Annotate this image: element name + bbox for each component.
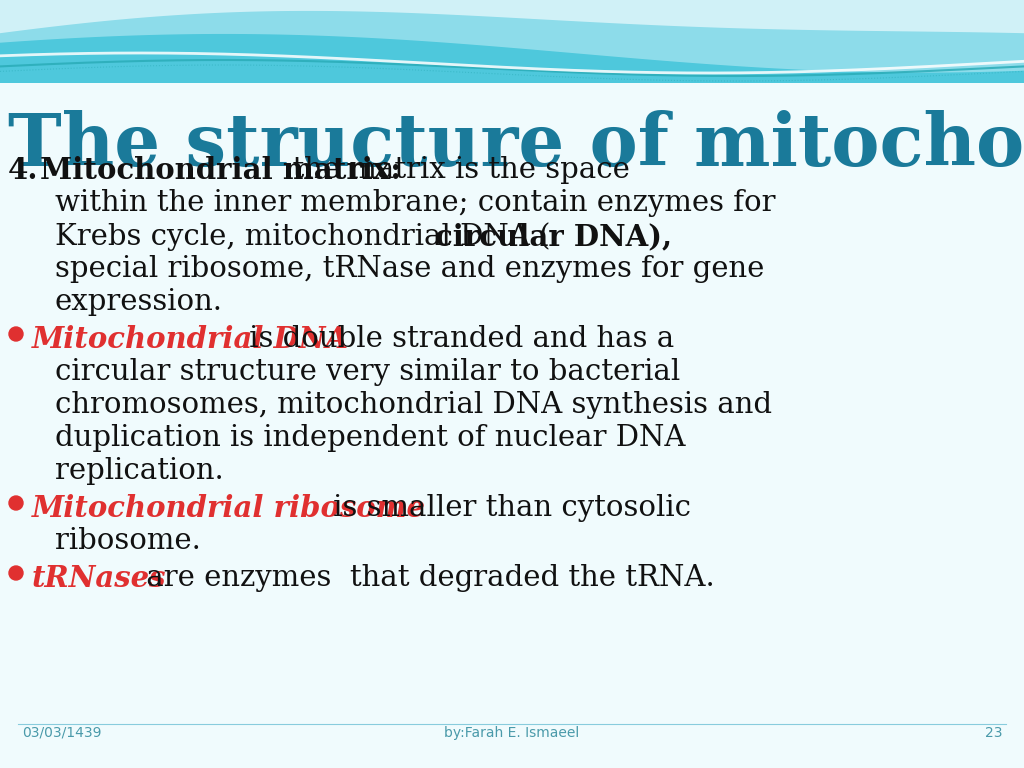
Text: Mitochondrial matrix:: Mitochondrial matrix:	[40, 156, 401, 185]
Text: is double stranded and has a: is double stranded and has a	[240, 325, 674, 353]
Text: ribosome.: ribosome.	[55, 527, 201, 555]
Text: duplication is independent of nuclear DNA: duplication is independent of nuclear DN…	[55, 424, 685, 452]
Circle shape	[9, 496, 23, 510]
Text: 23: 23	[984, 726, 1002, 740]
Text: 03/03/1439: 03/03/1439	[22, 726, 101, 740]
Text: expression.: expression.	[55, 288, 223, 316]
Polygon shape	[0, 0, 1024, 33]
Text: are enzymes  that degraded the tRNA.: are enzymes that degraded the tRNA.	[137, 564, 715, 592]
Text: is smaller than cytosolic: is smaller than cytosolic	[324, 494, 691, 522]
Text: by:Farah E. Ismaeel: by:Farah E. Ismaeel	[444, 726, 580, 740]
Text: the matrix is the space: the matrix is the space	[274, 156, 630, 184]
Text: Mitochondrial DNA: Mitochondrial DNA	[32, 325, 349, 354]
Text: chromosomes, mitochondrial DNA synthesis and: chromosomes, mitochondrial DNA synthesis…	[55, 391, 772, 419]
Text: Krebs cycle, mitochondrial DNA (: Krebs cycle, mitochondrial DNA (	[55, 222, 551, 251]
Polygon shape	[0, 0, 1024, 83]
Text: 4.: 4.	[8, 156, 39, 185]
Polygon shape	[0, 0, 1024, 73]
Text: circular structure very similar to bacterial: circular structure very similar to bacte…	[55, 358, 680, 386]
Text: circular DNA),: circular DNA),	[435, 222, 672, 251]
Text: The structure of mitochondria: The structure of mitochondria	[8, 110, 1024, 181]
Text: within the inner membrane; contain enzymes for: within the inner membrane; contain enzym…	[55, 189, 775, 217]
Circle shape	[9, 327, 23, 341]
Text: special ribosome, tRNase and enzymes for gene: special ribosome, tRNase and enzymes for…	[55, 255, 764, 283]
Text: Mitochondrial ribosome: Mitochondrial ribosome	[32, 494, 426, 523]
Circle shape	[9, 566, 23, 580]
Text: replication.: replication.	[55, 457, 224, 485]
Text: tRNases: tRNases	[32, 564, 167, 593]
